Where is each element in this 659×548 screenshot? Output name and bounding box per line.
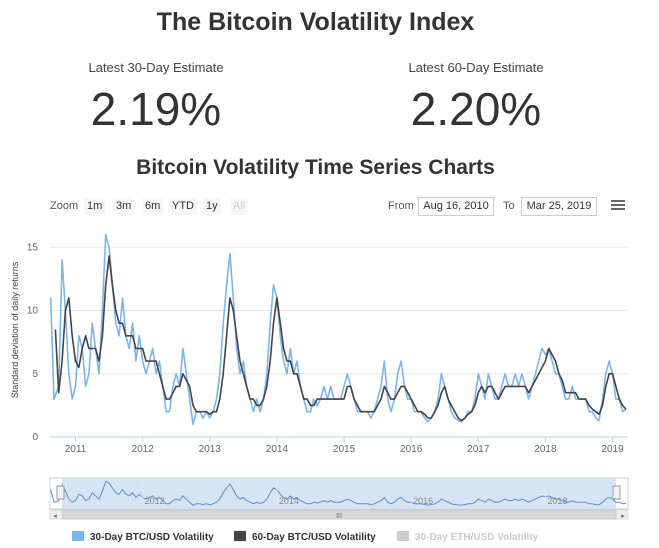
navigator-left-handle[interactable] bbox=[56, 485, 65, 500]
series-line-1 bbox=[54, 255, 627, 422]
to-label: To bbox=[503, 200, 515, 212]
y-axis-label: Standard deviation of daily returns bbox=[10, 261, 20, 398]
from-label: From bbox=[388, 200, 414, 212]
scroll-left-arrow-icon[interactable]: ◂ bbox=[53, 512, 57, 520]
legend-item-btc-30[interactable]: 30-Day BTC/USD Volatility bbox=[72, 531, 214, 545]
navigator-mask bbox=[62, 478, 616, 509]
x-tick-label: 2018 bbox=[534, 444, 557, 455]
estimate-60-label: Latest 60-Day Estimate bbox=[408, 60, 544, 75]
to-date-input[interactable]: Mar 25, 2019 bbox=[521, 197, 597, 216]
legend-swatch-eth-30 bbox=[397, 531, 409, 541]
zoom-1m-button[interactable]: 1m bbox=[84, 198, 106, 215]
estimate-60-value: 2.20% bbox=[410, 83, 542, 135]
navigator-series bbox=[50, 480, 627, 507]
zoom-label: Zoom bbox=[50, 200, 79, 212]
x-tick-label: 2012 bbox=[132, 444, 155, 455]
navigator[interactable]: 2012 2014 2016 2018 bbox=[49, 477, 629, 510]
x-tick-label: 2016 bbox=[400, 444, 423, 455]
y-tick-label: 5 bbox=[32, 369, 38, 380]
navigator-tick-label: 2012 bbox=[145, 496, 165, 506]
zoom-3m-button[interactable]: 3m bbox=[113, 198, 135, 215]
legend-label-btc-60: 60-Day BTC/USD Volatility bbox=[252, 532, 376, 543]
legend-swatch-btc-30 bbox=[72, 531, 84, 541]
navigator-right-handle[interactable] bbox=[612, 485, 621, 500]
navigator-series-line bbox=[50, 480, 627, 507]
legend-item-eth-30[interactable]: 30-Day ETH/USD Volatility bbox=[397, 531, 538, 545]
scrollbar-grip-icon: III bbox=[336, 513, 342, 520]
x-tick-label: 2011 bbox=[65, 444, 87, 455]
y-tick-label: 15 bbox=[27, 242, 39, 253]
x-tick-label: 2015 bbox=[333, 444, 356, 455]
navigator-tick-label: 2018 bbox=[547, 496, 567, 506]
x-tick-label: 2014 bbox=[266, 444, 289, 455]
x-tick-label: 2017 bbox=[467, 444, 490, 455]
series-line-0 bbox=[49, 233, 627, 426]
x-tick-label: 2019 bbox=[601, 444, 624, 455]
series-lines bbox=[49, 233, 627, 426]
hamburger-menu-icon[interactable] bbox=[611, 200, 625, 212]
navigator-ticks: 2012 2014 2016 2018 bbox=[142, 478, 567, 509]
legend-item-btc-60[interactable]: 60-Day BTC/USD Volatility bbox=[234, 531, 376, 545]
y-tick-label: 10 bbox=[27, 306, 39, 317]
zoom-ytd-button[interactable]: YTD bbox=[169, 198, 197, 215]
x-tick-label: 2013 bbox=[199, 444, 222, 455]
zoom-all-button[interactable]: All bbox=[230, 198, 249, 215]
scroll-right-arrow-icon[interactable]: ▸ bbox=[621, 512, 625, 520]
legend-swatch-btc-60 bbox=[234, 531, 246, 541]
y-axis-ticks: 0 5 10 15 bbox=[27, 242, 39, 443]
page-title: The Bitcoin Volatility Index bbox=[156, 8, 475, 36]
charts-subtitle: Bitcoin Volatility Time Series Charts bbox=[136, 156, 495, 179]
zoom-6m-button[interactable]: 6m bbox=[142, 198, 164, 215]
legend-label-btc-30: 30-Day BTC/USD Volatility bbox=[90, 532, 214, 543]
legend-label-eth-30: 30-Day ETH/USD Volatility bbox=[415, 532, 539, 543]
from-date-input[interactable]: Aug 16, 2010 bbox=[418, 197, 494, 216]
zoom-1y-button[interactable]: 1y bbox=[203, 198, 221, 215]
y-tick-label: 0 bbox=[32, 432, 38, 443]
scrollbar-thumb[interactable] bbox=[61, 509, 617, 520]
estimate-30-label: Latest 30-Day Estimate bbox=[88, 60, 224, 75]
estimate-30-value: 2.19% bbox=[90, 83, 222, 135]
navigator-tick-label: 2014 bbox=[279, 496, 299, 506]
x-axis-ticks: 2011 2012 2013 2014 2015 2016 2017 2018 2019 bbox=[65, 437, 624, 455]
navigator-scrollbar[interactable]: III ◂ ▸ bbox=[49, 509, 629, 520]
navigator-tick-label: 2016 bbox=[413, 496, 433, 506]
